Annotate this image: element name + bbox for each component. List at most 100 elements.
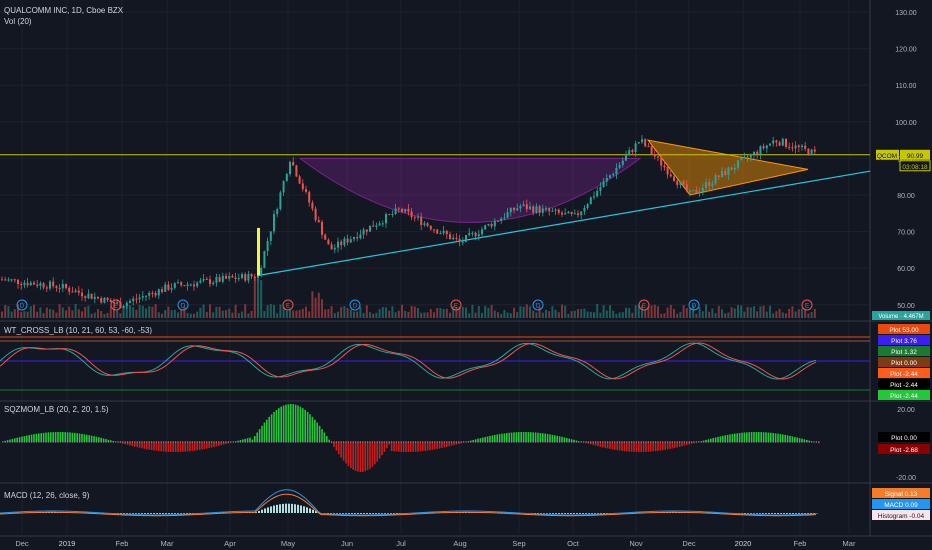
sqz-bar xyxy=(203,442,206,450)
sqz-bar xyxy=(455,442,458,445)
candle-body xyxy=(541,208,544,213)
candle-body xyxy=(711,183,714,186)
sqz-dot xyxy=(537,441,539,443)
volume-bar xyxy=(39,307,42,318)
sqz-bar xyxy=(491,435,494,442)
sqz-bar xyxy=(239,440,242,442)
sqz-dot xyxy=(218,441,220,443)
macd-histogram-bar xyxy=(552,513,554,514)
time-axis-label: Jul xyxy=(396,539,406,548)
sqz-dot xyxy=(364,441,366,443)
candle-body xyxy=(65,283,67,288)
volume-bar xyxy=(727,312,730,318)
candle-body xyxy=(525,204,528,210)
sqz-bar xyxy=(47,432,50,442)
volume-bar xyxy=(673,308,675,318)
volume-bar xyxy=(298,309,301,318)
sqz-dot xyxy=(86,441,88,443)
candle-body xyxy=(407,208,410,212)
macd-histogram-bar xyxy=(357,513,359,514)
sqz-bar xyxy=(774,433,777,442)
candle-body xyxy=(577,213,579,216)
sqz-bar xyxy=(690,442,693,444)
candle-body xyxy=(797,145,800,148)
sqz-dot xyxy=(335,441,338,443)
volume-bar xyxy=(49,309,51,318)
sqz-bar xyxy=(496,434,498,442)
sqz-dot xyxy=(527,441,530,443)
candle-body xyxy=(666,167,669,175)
volume-bar xyxy=(637,304,640,318)
volume-bar xyxy=(746,306,749,318)
volume-bar xyxy=(436,308,439,318)
volume-bar xyxy=(631,312,634,318)
sqz-dot xyxy=(402,441,405,443)
macd-histogram-bar xyxy=(762,513,764,514)
volume-bar xyxy=(365,305,368,318)
sqz-dot xyxy=(316,441,318,443)
candle-body xyxy=(381,223,384,225)
candle-body xyxy=(705,182,707,188)
sqz-bar xyxy=(621,442,623,451)
wt-badge-label: Plot 53.00 xyxy=(889,327,919,334)
candle-body xyxy=(321,222,323,235)
candle-body xyxy=(721,171,723,178)
sqz-bar xyxy=(153,442,155,451)
sqz-dot xyxy=(592,441,594,443)
candle-body xyxy=(452,237,455,240)
candle-body xyxy=(465,235,467,242)
sqz-bar xyxy=(30,434,33,442)
candle-body xyxy=(212,282,215,285)
candle-body xyxy=(529,206,531,210)
sqz-dot xyxy=(378,441,381,443)
sqz-bar xyxy=(174,442,177,452)
sqz-bar xyxy=(664,442,666,450)
sqz-bar xyxy=(162,442,165,452)
sqz-dot xyxy=(268,441,270,443)
candle-body xyxy=(103,297,106,303)
candle-body xyxy=(685,184,688,192)
sqz-bar xyxy=(395,442,398,452)
countdown-bg xyxy=(899,160,931,172)
volume-bar xyxy=(385,307,387,318)
sqz-dot xyxy=(746,441,748,443)
sqz-dot xyxy=(177,441,179,443)
macd-histogram-bar xyxy=(162,513,164,514)
sqz-dot xyxy=(741,441,743,443)
candle-body xyxy=(113,302,115,304)
candle-body xyxy=(205,278,208,280)
sqz-dot xyxy=(546,441,549,443)
macd-badge-label: Signal 0.13 xyxy=(885,491,918,498)
sqz-bar xyxy=(62,432,64,442)
candle-body xyxy=(561,212,563,215)
sqz-bar xyxy=(683,442,686,446)
cup-pattern xyxy=(298,157,642,223)
volume-bar xyxy=(106,312,109,318)
volume-bar xyxy=(481,313,483,318)
sqz-bar xyxy=(484,436,486,442)
sqz-bar xyxy=(309,414,311,442)
sqz-bar xyxy=(186,442,189,452)
candle-body xyxy=(391,213,394,215)
sqz-bar xyxy=(770,432,772,442)
qcom-tag-label: QCOM xyxy=(877,153,897,160)
volume-bar xyxy=(781,312,784,318)
sqz-dot xyxy=(350,441,352,443)
wt-badge-label: Plot 1.32 xyxy=(891,349,917,356)
volume-bar xyxy=(497,312,499,318)
sqz-bar xyxy=(510,432,513,442)
sqz-bar xyxy=(736,433,738,442)
candle-body xyxy=(513,207,515,211)
candle-body xyxy=(621,160,624,165)
sqz-dot xyxy=(506,441,508,443)
sqz-bar xyxy=(546,433,549,442)
macd-histogram-bar xyxy=(354,513,356,514)
sqz-dot xyxy=(630,441,633,443)
sqz-bar xyxy=(436,442,438,449)
sqz-bar xyxy=(35,433,38,442)
sqz-bar xyxy=(707,439,710,442)
sqz-dot xyxy=(105,441,107,443)
volume-bar xyxy=(650,305,653,318)
